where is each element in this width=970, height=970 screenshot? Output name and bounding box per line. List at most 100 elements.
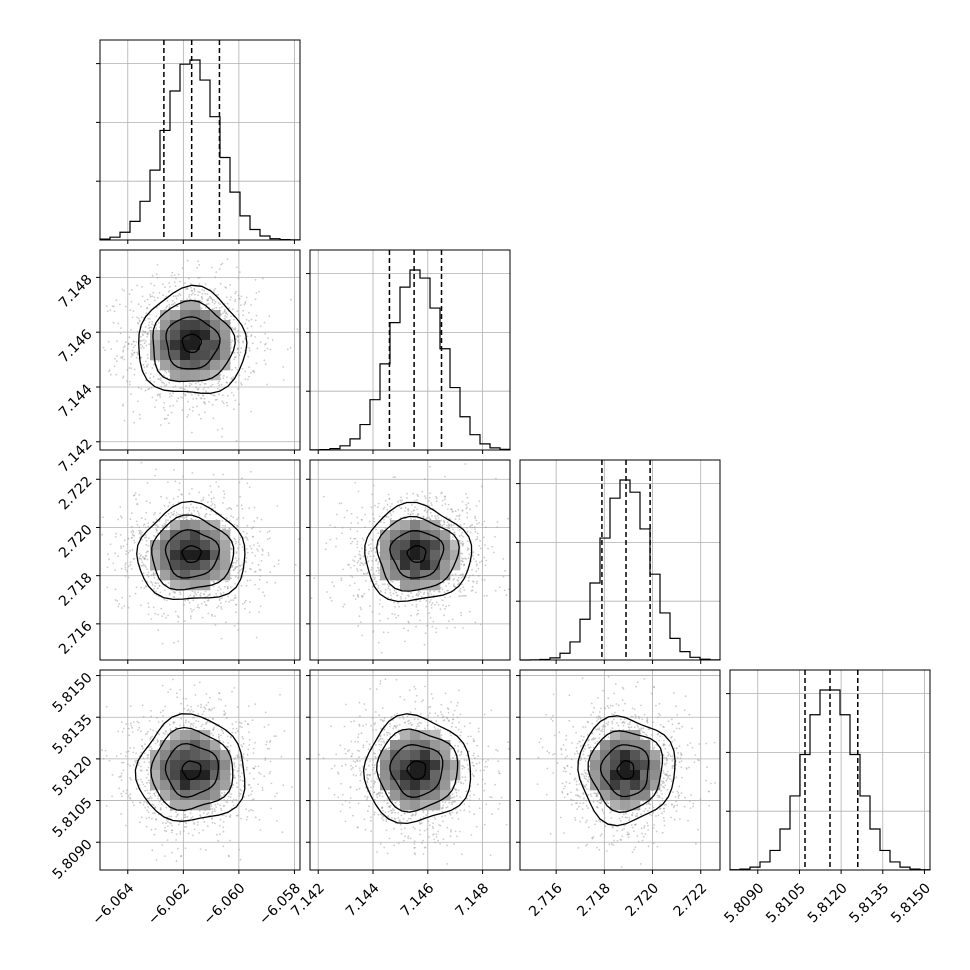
sample-point: [235, 540, 238, 543]
sample-point: [259, 341, 262, 344]
sample-point: [147, 575, 150, 578]
sample-point: [466, 516, 469, 519]
sample-point: [242, 309, 245, 312]
sample-point: [196, 510, 199, 513]
sample-point: [189, 617, 192, 620]
sample-point: [370, 506, 373, 509]
sample-point: [221, 528, 224, 531]
sample-point: [340, 577, 343, 580]
sample-point: [356, 561, 359, 564]
sample-point: [205, 508, 208, 511]
sample-point: [175, 839, 178, 841]
sample-point: [475, 519, 478, 522]
sample-point: [204, 411, 206, 414]
sample-point: [132, 310, 135, 312]
sample-point: [126, 380, 128, 382]
sample-point: [265, 743, 267, 746]
sample-point: [143, 587, 146, 589]
sample-point: [166, 305, 168, 308]
density-cell: [220, 320, 231, 331]
sample-point: [342, 568, 344, 571]
sample-point: [416, 508, 418, 511]
sample-point: [164, 384, 166, 387]
sample-point: [364, 513, 366, 516]
sample-point: [217, 698, 220, 700]
sample-point: [256, 548, 258, 550]
sample-point: [238, 538, 241, 541]
sample-point: [177, 513, 180, 516]
sample-point: [393, 601, 395, 604]
sample-point: [210, 497, 213, 500]
sample-point: [383, 518, 385, 521]
sample-point: [461, 552, 464, 555]
sample-point: [108, 369, 111, 371]
sample-point: [378, 603, 381, 605]
density-cell: [150, 340, 161, 351]
sample-point: [239, 858, 242, 861]
sample-point: [170, 511, 173, 514]
sample-point: [477, 567, 480, 570]
sample-point: [202, 498, 205, 501]
sample-point: [135, 787, 138, 790]
sample-point: [190, 709, 193, 711]
sample-point: [129, 595, 131, 598]
sample-point: [159, 591, 162, 594]
sample-point: [181, 387, 183, 390]
sample-point: [122, 769, 125, 772]
sample-point: [238, 271, 241, 273]
sample-point: [418, 593, 420, 596]
sample-point: [395, 591, 398, 594]
sample-point: [220, 637, 223, 640]
sample-point: [384, 499, 387, 502]
sample-point: [127, 565, 130, 568]
sample-point: [191, 487, 193, 490]
sample-point: [188, 509, 191, 512]
sample-point: [156, 264, 159, 266]
sample-point: [273, 565, 276, 568]
sample-point: [223, 585, 226, 588]
sample-point: [105, 754, 108, 757]
sample-point: [267, 337, 269, 339]
sample-point: [349, 566, 352, 569]
sample-point: [102, 346, 105, 349]
sample-point: [435, 627, 438, 630]
sample-point: [191, 289, 194, 292]
sample-point: [239, 335, 242, 337]
sample-point: [208, 708, 211, 711]
sample-point: [211, 308, 214, 311]
sample-point: [369, 555, 372, 558]
sample-point: [438, 590, 440, 593]
sample-point: [429, 590, 431, 593]
sample-point: [298, 538, 300, 540]
sample-point: [213, 302, 216, 305]
sample-point: [443, 521, 446, 523]
sample-point: [140, 305, 142, 308]
sample-point: [188, 408, 191, 411]
sample-point: [368, 588, 370, 591]
sample-point: [177, 501, 180, 504]
sample-point: [419, 591, 422, 593]
sample-point: [266, 531, 269, 533]
sample-point: [159, 711, 162, 714]
sample-point: [228, 815, 231, 818]
sample-point: [230, 346, 233, 349]
sample-point: [465, 595, 467, 597]
sample-point: [137, 352, 140, 355]
sample-point: [226, 381, 229, 384]
sample-point: [187, 596, 190, 599]
sample-point: [378, 515, 381, 518]
sample-point: [470, 589, 473, 592]
sample-point: [330, 599, 333, 602]
sample-point: [258, 545, 261, 547]
sample-point: [221, 400, 224, 403]
sample-point: [360, 608, 362, 611]
sample-point: [168, 723, 171, 726]
sample-point: [252, 526, 255, 528]
sample-point: [248, 347, 251, 350]
sample-point: [189, 283, 192, 285]
sample-point: [120, 721, 123, 723]
sample-point: [164, 286, 166, 288]
sample-point: [461, 557, 463, 560]
sample-point: [262, 591, 264, 594]
sample-point: [197, 290, 200, 293]
